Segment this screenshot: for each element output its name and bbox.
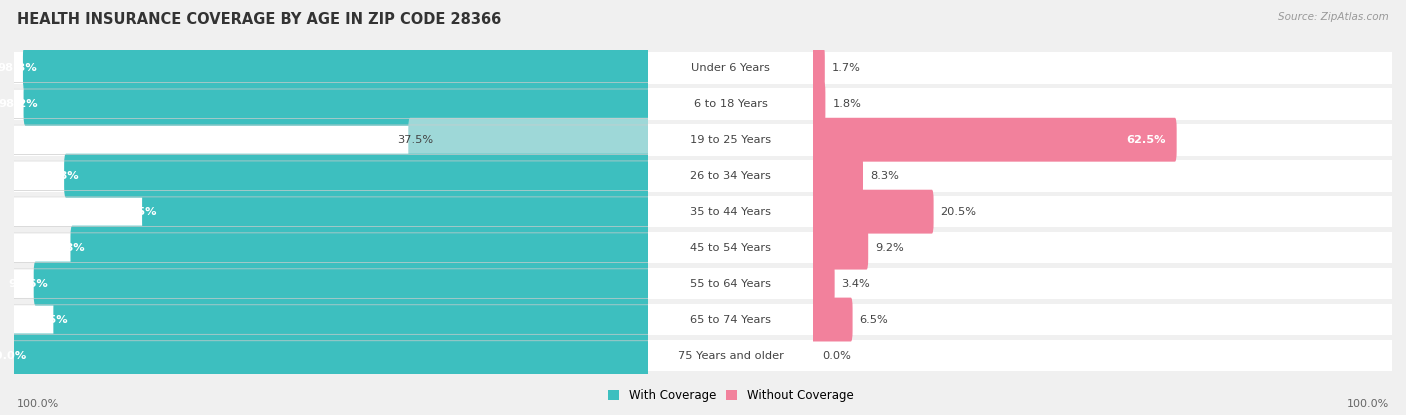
FancyBboxPatch shape <box>65 154 650 198</box>
Text: 8.3%: 8.3% <box>870 171 898 181</box>
Bar <box>14 232 648 264</box>
Text: 35 to 44 Years: 35 to 44 Years <box>690 207 770 217</box>
Text: 37.5%: 37.5% <box>398 135 433 145</box>
Text: 79.5%: 79.5% <box>117 207 156 217</box>
FancyBboxPatch shape <box>811 261 835 305</box>
Bar <box>813 124 1392 156</box>
Text: 3.4%: 3.4% <box>842 278 870 288</box>
Bar <box>648 304 813 335</box>
Bar <box>813 340 1392 371</box>
Bar <box>648 232 813 264</box>
Bar <box>813 232 1392 264</box>
Bar <box>14 124 648 156</box>
Text: 1.7%: 1.7% <box>832 63 860 73</box>
Bar <box>648 160 813 191</box>
Bar <box>648 268 813 299</box>
Text: 98.3%: 98.3% <box>0 63 38 73</box>
FancyBboxPatch shape <box>34 261 650 305</box>
Text: 0.0%: 0.0% <box>823 351 851 361</box>
Text: 45 to 54 Years: 45 to 54 Years <box>690 243 770 253</box>
FancyBboxPatch shape <box>811 226 869 270</box>
Bar <box>813 304 1392 335</box>
Bar <box>14 304 648 335</box>
Bar <box>813 52 1392 83</box>
Text: 65 to 74 Years: 65 to 74 Years <box>690 315 770 325</box>
Bar <box>14 88 648 120</box>
Text: HEALTH INSURANCE COVERAGE BY AGE IN ZIP CODE 28366: HEALTH INSURANCE COVERAGE BY AGE IN ZIP … <box>17 12 501 27</box>
Bar <box>14 52 648 83</box>
Text: 6 to 18 Years: 6 to 18 Years <box>693 99 768 109</box>
Text: 93.5%: 93.5% <box>28 315 67 325</box>
FancyBboxPatch shape <box>811 118 1177 162</box>
Text: 100.0%: 100.0% <box>0 351 27 361</box>
Text: 96.6%: 96.6% <box>8 278 48 288</box>
Text: 55 to 64 Years: 55 to 64 Years <box>690 278 770 288</box>
FancyBboxPatch shape <box>811 190 934 234</box>
Text: 100.0%: 100.0% <box>17 399 59 409</box>
Bar <box>14 268 648 299</box>
Text: 20.5%: 20.5% <box>941 207 977 217</box>
Bar <box>14 340 648 371</box>
Bar <box>648 88 813 120</box>
Text: 6.5%: 6.5% <box>859 315 889 325</box>
Legend: With Coverage, Without Coverage: With Coverage, Without Coverage <box>603 384 858 406</box>
Bar <box>813 196 1392 227</box>
Text: 1.8%: 1.8% <box>832 99 862 109</box>
Text: 75 Years and older: 75 Years and older <box>678 351 783 361</box>
Bar <box>813 160 1392 191</box>
Text: Under 6 Years: Under 6 Years <box>692 63 770 73</box>
Text: 9.2%: 9.2% <box>875 243 904 253</box>
FancyBboxPatch shape <box>22 46 650 90</box>
Bar <box>648 124 813 156</box>
Text: 62.5%: 62.5% <box>1126 135 1166 145</box>
FancyBboxPatch shape <box>811 82 825 126</box>
Text: 91.8%: 91.8% <box>39 171 79 181</box>
Text: Source: ZipAtlas.com: Source: ZipAtlas.com <box>1278 12 1389 22</box>
Text: 26 to 34 Years: 26 to 34 Years <box>690 171 770 181</box>
Bar <box>14 160 648 191</box>
FancyBboxPatch shape <box>408 118 650 162</box>
FancyBboxPatch shape <box>811 46 825 90</box>
Text: 19 to 25 Years: 19 to 25 Years <box>690 135 770 145</box>
Bar <box>648 196 813 227</box>
Text: 100.0%: 100.0% <box>1347 399 1389 409</box>
Bar <box>813 88 1392 120</box>
FancyBboxPatch shape <box>13 334 650 378</box>
Bar <box>648 340 813 371</box>
Text: 98.2%: 98.2% <box>0 99 38 109</box>
Bar <box>648 52 813 83</box>
FancyBboxPatch shape <box>142 190 650 234</box>
Text: 90.8%: 90.8% <box>45 243 84 253</box>
Bar <box>14 196 648 227</box>
Bar <box>813 268 1392 299</box>
FancyBboxPatch shape <box>53 298 650 342</box>
FancyBboxPatch shape <box>24 82 650 126</box>
FancyBboxPatch shape <box>70 226 650 270</box>
FancyBboxPatch shape <box>811 154 863 198</box>
FancyBboxPatch shape <box>811 298 852 342</box>
